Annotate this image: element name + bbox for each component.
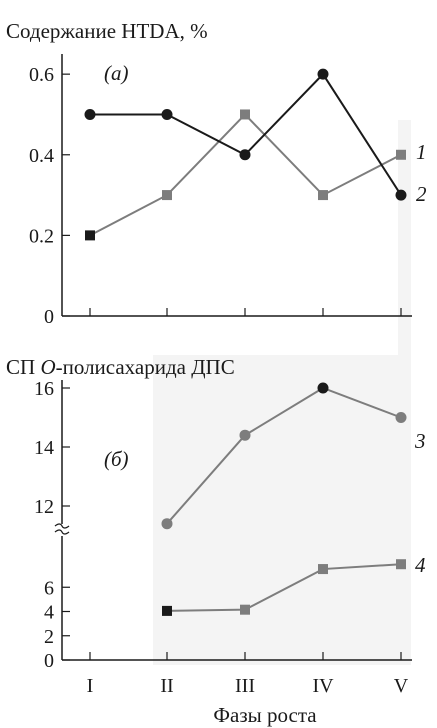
shaded-strip [398, 120, 411, 370]
chart-b-x-tick-label: IV [312, 675, 334, 697]
chart-b-y-tick-label: 2 [44, 626, 54, 648]
chart-a-series-label-2: 2 [416, 182, 427, 206]
chart-a-panel-label: (а) [104, 61, 129, 85]
chart-b-x-tick-label: II [160, 675, 173, 697]
chart-b-series-labels: 34 [414, 429, 426, 577]
chart-b-series-3-line [166, 386, 402, 525]
chart-b-y-tick-label: 12 [34, 496, 54, 518]
chart-a-title: Содержание HTDA, % [6, 19, 208, 43]
chart-a-series-label-1: 1 [416, 140, 427, 164]
chart-b-y-tick-label: 6 [44, 577, 54, 599]
chart-b-plot [161, 382, 407, 616]
chart-a-series-1-point [162, 190, 172, 201]
chart-a-series-2-point [395, 189, 407, 201]
chart-a-series-1-point [240, 109, 250, 120]
chart-a-series-1-point [85, 230, 95, 241]
shaded-region [153, 355, 411, 665]
chart-a-series-2-point [161, 108, 173, 120]
chart-a-y-tick-label: 0.4 [29, 145, 54, 167]
chart-a-series-2-point [317, 68, 329, 80]
chart-b-series-4-point [240, 604, 250, 615]
chart-a-series-1-point [318, 190, 328, 201]
chart-b-series-3-point [317, 382, 329, 394]
chart-b-y-tick-label: 4 [44, 602, 54, 624]
chart-b-x-tick-label: III [235, 675, 255, 697]
chart-a-series-labels: 12 [416, 140, 427, 206]
chart-b-series-4-point [162, 605, 172, 616]
chart-a-series-2-point [239, 149, 251, 161]
chart-a-y-tick-label: 0.6 [29, 64, 54, 86]
chart-b-y-tick-label: 0 [44, 650, 54, 672]
chart-a-series-2-point [84, 108, 96, 120]
chart-a-y-tick-label: 0 [44, 306, 54, 328]
chart-b-series-3-point [161, 518, 173, 530]
chart-a-series-2-line [90, 72, 402, 196]
chart-b-panel-label: (б) [104, 447, 129, 471]
chart-b-series-label-4: 4 [415, 553, 426, 577]
chart-b-series-3-point [239, 429, 251, 441]
chart-a-series-1-point [396, 149, 406, 160]
chart-b-y-tick-label: 14 [34, 437, 54, 459]
chart-a-axes: 0 0.2 0.4 0.6 [29, 54, 412, 328]
chart-b-y-tick-label: 16 [34, 378, 54, 400]
x-axis-label: Фазы роста [213, 703, 317, 727]
chart-b-series-label-3: 3 [414, 429, 426, 453]
chart-b-series-3-point [395, 412, 407, 423]
chart-a-y-tick-label: 0.2 [29, 225, 54, 247]
chart-a-series-1-line [89, 113, 402, 237]
chart-b-title: СП О-полисахарида ДПС [6, 355, 235, 379]
chart-b-axis-break [54, 523, 70, 535]
chart-b-series-4-line [166, 563, 402, 612]
chart-b-series-4-point [318, 564, 328, 575]
chart-b-series-4-point [396, 559, 406, 570]
chart-b-x-tick-label: V [394, 675, 409, 697]
chart-a-plot [84, 68, 407, 241]
chart-b-x-tick-label: I [87, 675, 94, 697]
